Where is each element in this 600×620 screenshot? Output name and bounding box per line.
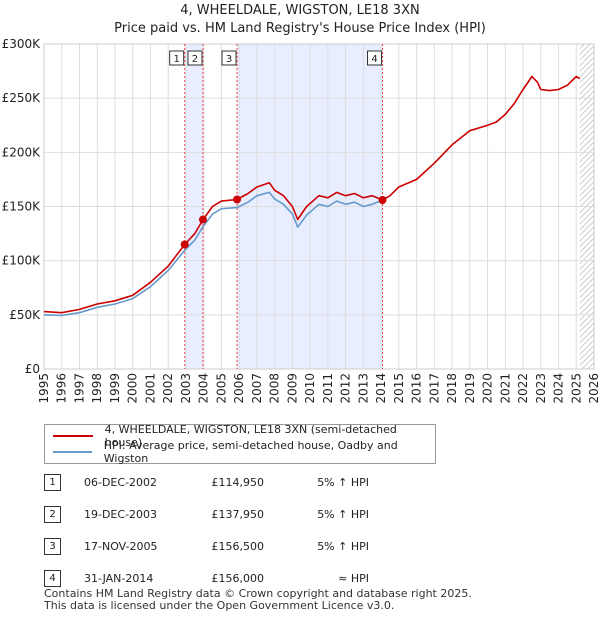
x-tick-label: 2026 (587, 373, 600, 404)
sale-price: £137,950 (211, 508, 265, 521)
x-tick-label: 2001 (143, 373, 157, 404)
legend-item-property: 4, WHEELDALE, WIGSTON, LE18 3XN (semi-de… (53, 423, 435, 449)
x-tick-label: 2006 (232, 373, 246, 404)
sale-date: 31-JAN-2014 (84, 572, 154, 585)
sale-price: £114,950 (211, 476, 265, 489)
x-tick-label: 2019 (463, 373, 477, 404)
series-line-hpi (43, 191, 383, 317)
sale-marker-label: 2 (192, 54, 198, 65)
x-tick-label: 1999 (108, 373, 122, 404)
x-tick-label: 2002 (161, 373, 175, 404)
x-tick-label: 2016 (410, 373, 424, 404)
x-tick-label: 2014 (374, 373, 388, 404)
sale-date: 19-DEC-2003 (84, 508, 158, 521)
y-tick-label: £150K (2, 200, 42, 214)
sale-marker-label: 1 (174, 54, 180, 65)
sale-point (378, 196, 387, 204)
legend: 4, WHEELDALE, WIGSTON, LE18 3XN (semi-de… (44, 423, 436, 465)
x-tick-label: 2000 (126, 373, 140, 404)
y-tick-label: £100K (2, 254, 42, 268)
x-tick-label: 1995 (37, 373, 51, 404)
x-tick-label: 1998 (90, 373, 104, 404)
sale-row: 3 17-NOV-2005 £156,500 5% ↑ HPI (44, 538, 444, 558)
sale-point (233, 195, 242, 204)
x-tick-label: 2018 (445, 373, 459, 404)
x-tick-label: 2005 (214, 373, 228, 404)
sale-row: 1 06-DEC-2002 £114,950 5% ↑ HPI (44, 474, 444, 494)
plot-border (43, 43, 595, 370)
sale-marker-box (221, 50, 237, 66)
legend-swatch-hpi (53, 451, 92, 453)
sale-number-badge: 2 (44, 506, 61, 523)
sale-hpi-compare: 5% ↑ HPI (317, 476, 369, 489)
x-tick-label: 1997 (72, 373, 86, 404)
footer-line1: Contains HM Land Registry data © Crown c… (44, 587, 472, 600)
y-tick-label: £200K (2, 145, 42, 159)
chart-title: 4, WHEELDALE, WIGSTON, LE18 3XN Price pa… (0, 2, 600, 38)
sale-number-badge: 4 (44, 570, 61, 587)
x-tick-label: 2021 (498, 373, 512, 404)
y-tick-label: £300K (2, 37, 42, 51)
x-tick-label: 2025 (569, 373, 583, 404)
x-tick-label: 2012 (339, 373, 353, 404)
y-tick-label: £250K (2, 91, 42, 105)
legend-label-hpi: HPI: Average price, semi-detached house,… (103, 439, 398, 465)
x-tick-label: 2004 (197, 373, 211, 404)
sale-price: £156,000 (211, 572, 265, 585)
sale-marker-box (169, 50, 185, 66)
y-tick-label: £50K (9, 308, 41, 322)
sale-marker-box (187, 50, 203, 66)
x-tick-label: 2015 (392, 373, 406, 404)
sale-date: 17-NOV-2005 (84, 540, 158, 553)
legend-item-hpi: HPI: Average price, semi-detached house,… (53, 439, 435, 465)
sale-hpi-compare: ≈ HPI (338, 572, 369, 585)
sale-marker-label: 3 (226, 54, 232, 65)
x-tick-label: 2008 (268, 373, 282, 404)
sale-row: 2 19-DEC-2003 £137,950 5% ↑ HPI (44, 506, 444, 526)
x-tick-label: 2017 (427, 373, 441, 404)
sale-hpi-compare: 5% ↑ HPI (317, 508, 369, 521)
x-tick-label: 2009 (285, 373, 299, 404)
legend-label-property: 4, WHEELDALE, WIGSTON, LE18 3XN (semi-de… (104, 423, 397, 449)
x-tick-label: 2003 (179, 373, 193, 404)
x-tick-label: 2020 (481, 373, 495, 404)
sale-price: £156,500 (211, 540, 265, 553)
sale-point (180, 240, 189, 249)
legend-swatch-property (53, 435, 93, 437)
x-tick-label: 2023 (534, 373, 548, 404)
sale-row: 4 31-JAN-2014 £156,000 ≈ HPI (44, 570, 444, 590)
footer: Contains HM Land Registry data © Crown c… (44, 588, 472, 612)
x-tick-label: 2011 (321, 373, 335, 404)
chart-title-line1: 4, WHEELDALE, WIGSTON, LE18 3XN (180, 3, 420, 18)
sale-number-badge: 3 (44, 538, 61, 555)
x-tick-label: 2022 (516, 373, 530, 404)
sale-date: 06-DEC-2002 (84, 476, 158, 489)
x-tick-label: 2024 (552, 373, 566, 404)
sale-marker-box (367, 50, 383, 66)
x-tick-label: 2010 (303, 373, 317, 404)
x-tick-label: 2013 (356, 373, 370, 404)
sale-hpi-compare: 5% ↑ HPI (317, 540, 369, 553)
footer-line2: This data is licensed under the Open Gov… (44, 599, 395, 612)
x-tick-label: 2007 (250, 373, 264, 404)
sale-marker-label: 4 (371, 54, 377, 65)
y-tick-label: £0 (25, 362, 40, 376)
sale-point (198, 215, 207, 224)
chart-title-line2: Price paid vs. HM Land Registry's House … (114, 21, 486, 36)
x-tick-label: 1996 (55, 373, 69, 404)
sale-number-badge: 1 (44, 474, 61, 491)
